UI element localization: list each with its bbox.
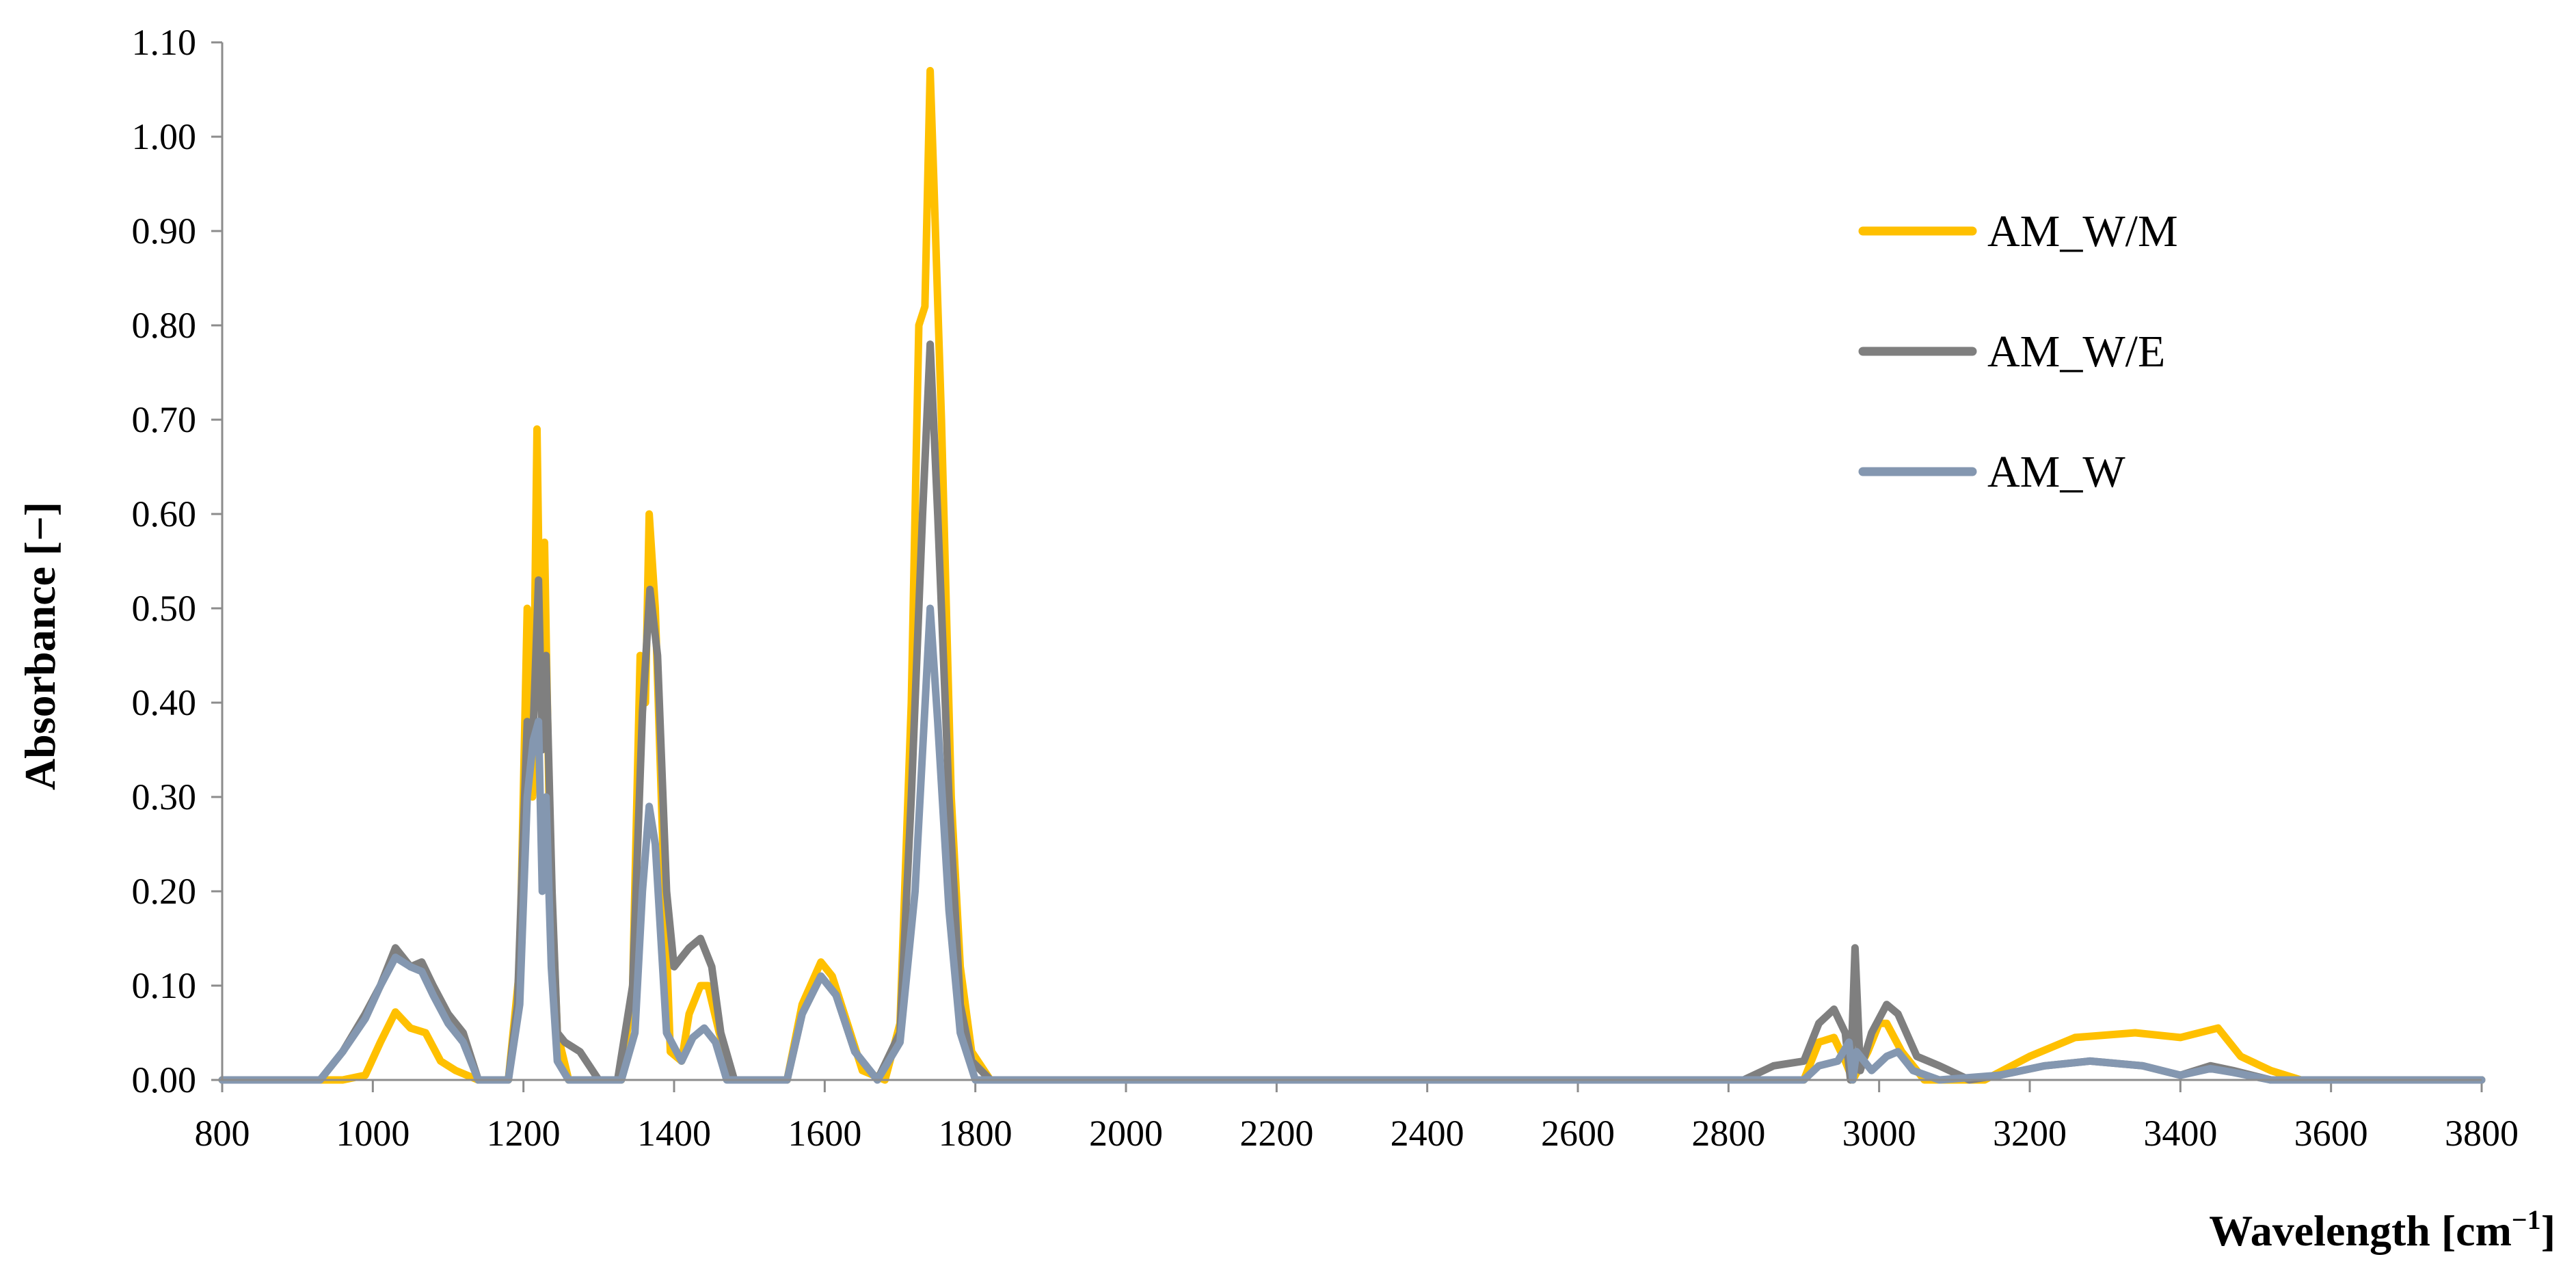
x-tick-label: 3600 [2294, 1113, 2368, 1154]
y-tick-label: 1.10 [132, 22, 197, 63]
y-tick-label: 0.30 [132, 776, 197, 817]
y-tick-label: 0.00 [132, 1059, 197, 1100]
y-tick-label: 0.20 [132, 871, 197, 912]
x-tick-label: 3800 [2445, 1113, 2519, 1154]
y-tick-label: 1.00 [132, 116, 197, 157]
series-line-0 [218, 66, 2486, 1084]
y-tick-label: 0.70 [132, 399, 197, 440]
x-tick-label: 1000 [336, 1113, 410, 1154]
y-tick-label: 0.10 [132, 965, 197, 1006]
x-axis-title-close: ] [2541, 1206, 2555, 1255]
x-tick-label: 3000 [1842, 1113, 1916, 1154]
x-axis-title-superscript: −1 [2512, 1204, 2541, 1235]
y-tick-label: 0.50 [132, 588, 197, 629]
y-ticks [211, 41, 222, 1081]
legend-label: AM_W [1987, 447, 2125, 497]
y-tick-label: 0.60 [132, 493, 197, 535]
x-tick-label: 1400 [637, 1113, 711, 1154]
x-tick-labels: 800 1000 1200 1400 1600 1800 2000 2200 2400 2600 2… [195, 1113, 2519, 1154]
y-tick-label: 0.80 [132, 305, 197, 346]
legend: AM_W/M AM_W/E AM_W [1858, 206, 2178, 497]
x-tick-label: 2400 [1391, 1113, 1464, 1154]
x-tick-label: 1200 [487, 1113, 561, 1154]
legend-label: AM_W/E [1987, 327, 2165, 377]
y-tick-label: 0.40 [132, 682, 197, 723]
x-tick-label: 3400 [2143, 1113, 2217, 1154]
series-line-2 [218, 604, 2486, 1084]
x-tick-label: 2000 [1089, 1113, 1163, 1154]
x-axis-title: Wavelength [cm−1] [2209, 1204, 2555, 1255]
x-tick-label: 2800 [1691, 1113, 1765, 1154]
y-tick-label: 0.90 [132, 211, 197, 252]
x-axis-title-main: Wavelength [cm [2209, 1206, 2512, 1255]
x-tick-label: 3200 [1993, 1113, 2067, 1154]
x-tick-label: 1800 [939, 1113, 1012, 1154]
x-tick-label: 2200 [1239, 1113, 1313, 1154]
legend-label: AM_W/M [1987, 206, 2178, 256]
x-tick-label: 800 [195, 1113, 250, 1154]
series-line-1 [218, 340, 2486, 1084]
y-axis-title: Absorbance [−] [16, 502, 64, 790]
x-tick-label: 1600 [788, 1113, 861, 1154]
x-tick-label: 2600 [1541, 1113, 1615, 1154]
y-tick-labels: 0.00 0.10 0.20 0.30 0.40 0.50 0.60 0.70 0.80 0.90… [132, 22, 197, 1100]
